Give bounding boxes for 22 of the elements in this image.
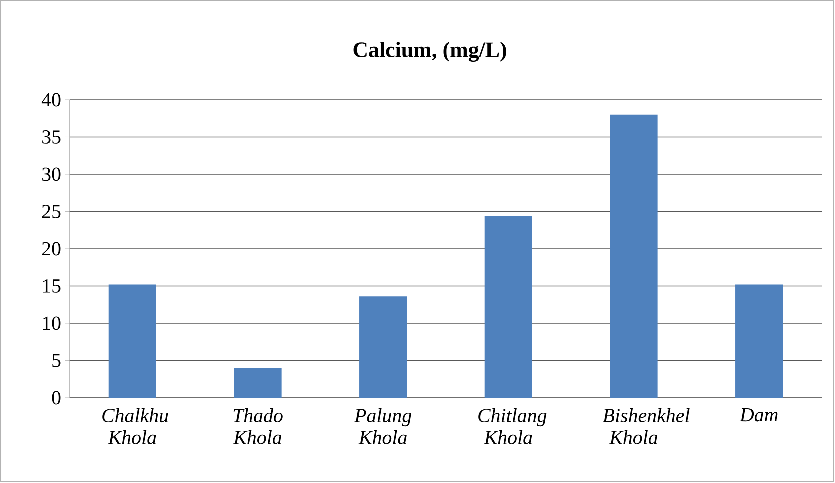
x-tick-label: Bishenkhel Khola (603, 408, 690, 444)
y-tick-label: 25 (42, 205, 61, 218)
x-tick-label: Chalkhu Khola (102, 408, 168, 444)
y-tick-label: 35 (42, 130, 61, 144)
bar (610, 114, 658, 398)
bar (360, 296, 408, 398)
y-tick-label: 40 (42, 93, 61, 107)
x-tick-label: Thado Khola (233, 408, 283, 444)
y-tick-label: 5 (52, 354, 61, 368)
y-tick-label: 0 (52, 391, 61, 405)
bar (108, 284, 156, 398)
y-tick-label: 15 (43, 280, 61, 293)
bar (484, 216, 532, 398)
y-tick-label: 10 (43, 316, 61, 330)
y-tick-label: 20 (42, 242, 61, 256)
chart-title: Calcium, (mg/L) (354, 42, 506, 62)
y-tick-label: 30 (42, 168, 61, 182)
bar (736, 284, 784, 398)
x-tick-label: Dam (740, 408, 778, 422)
x-tick-label: Palung Khola (354, 408, 412, 444)
x-tick-label: Chitlang Khola (478, 408, 547, 444)
bar (234, 368, 282, 398)
